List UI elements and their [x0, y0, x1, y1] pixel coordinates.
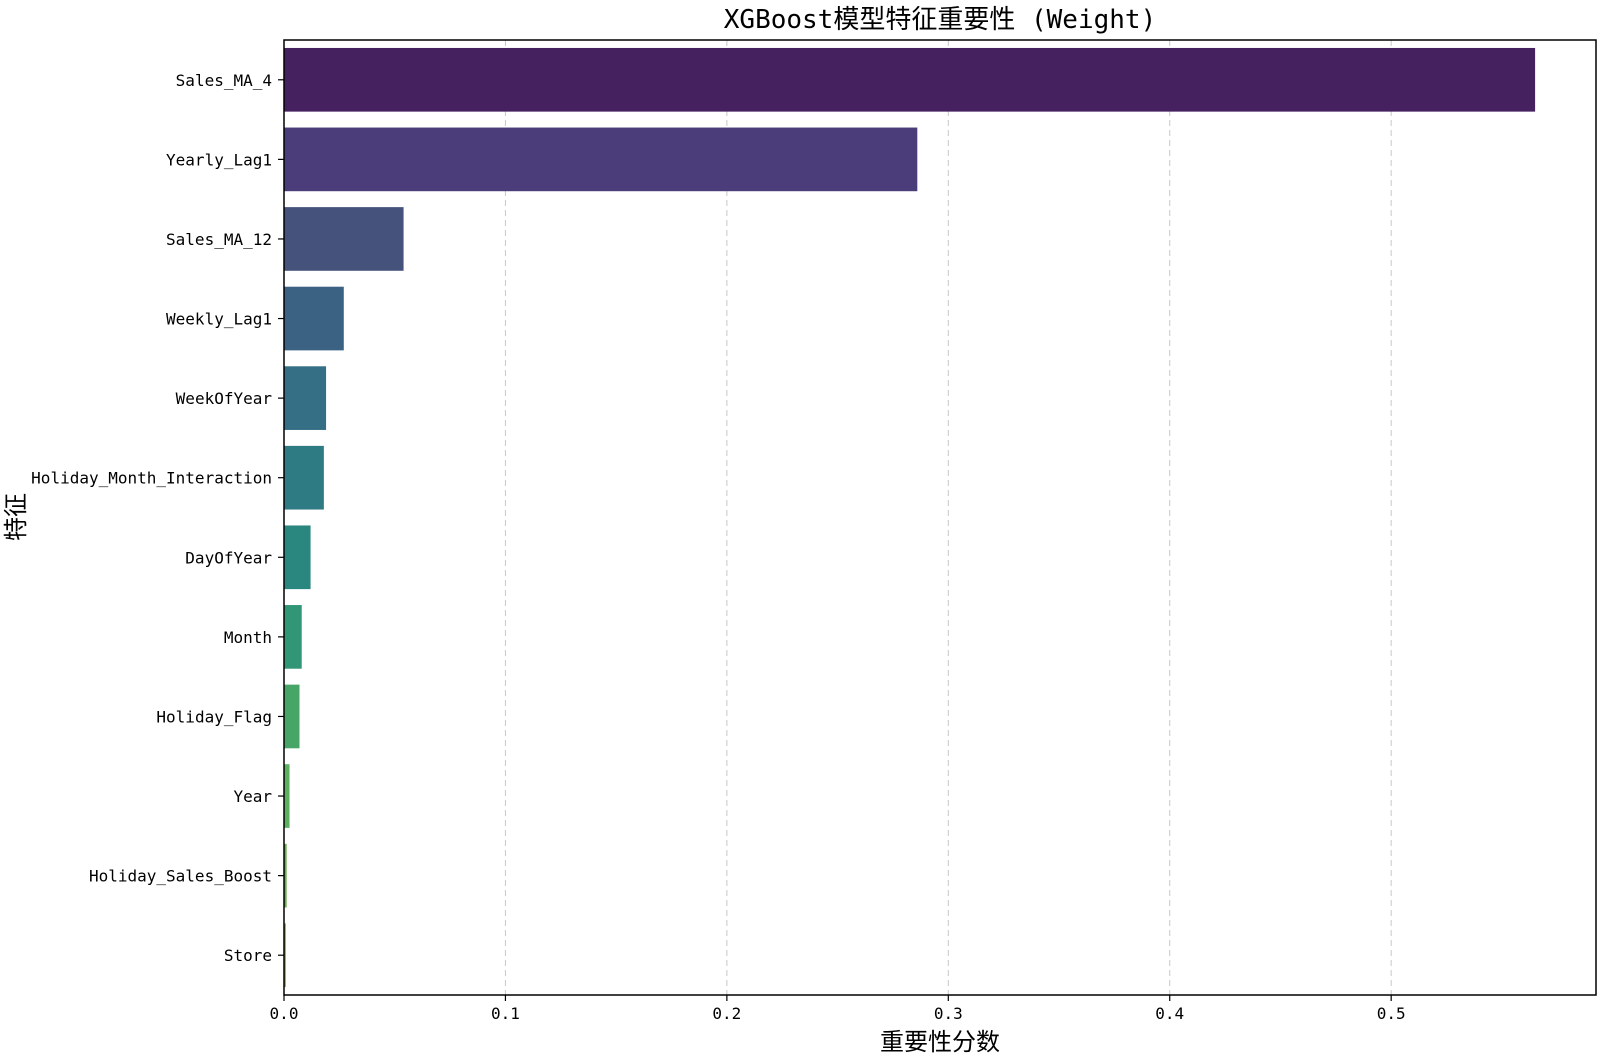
x-tick-label: 0.5	[1377, 1004, 1406, 1023]
bar-holiday-sales-boost	[284, 843, 287, 908]
x-axis-label: 重要性分数	[880, 1028, 1000, 1056]
y-tick-label: DayOfYear	[185, 548, 272, 567]
bar-dayofyear	[284, 525, 311, 590]
plot-frame	[283, 39, 1597, 996]
y-tick-label: Store	[224, 946, 272, 965]
y-tick-label: WeekOfYear	[176, 389, 273, 408]
x-tick-label: 0.1	[491, 1004, 520, 1023]
bar-holiday-month-interaction	[284, 445, 324, 510]
bar-holiday-flag	[284, 684, 300, 749]
bar-year	[284, 764, 290, 828]
y-axis-label: 特征	[2, 493, 30, 541]
bar-yearly-lag1	[284, 127, 918, 192]
y-tick-label: Month	[224, 628, 272, 647]
y-tick-label: Sales_MA_12	[166, 230, 272, 249]
y-tick-label: Holiday_Flag	[156, 707, 272, 726]
bar-month	[284, 605, 302, 669]
y-tick-label: Year	[233, 787, 272, 806]
y-tick-label: Yearly_Lag1	[166, 150, 272, 169]
grid-lines	[504, 40, 1392, 995]
y-tick-label: Holiday_Month_Interaction	[31, 469, 272, 488]
bars	[284, 47, 1536, 988]
y-tick-label: Weekly_Lag1	[166, 310, 272, 329]
bar-weekly-lag1	[284, 286, 344, 351]
bar-weekofyear	[284, 366, 327, 430]
chart-title: XGBoost模型特征重要性 (Weight)	[724, 5, 1156, 35]
x-tick-label: 0.2	[712, 1004, 741, 1023]
x-tick-label: 0.4	[1155, 1004, 1184, 1023]
y-axis-ticks: Sales_MA_4 Yearly_Lag1 Sales_MA_12 Weekly_L…	[31, 71, 284, 965]
bar-store	[284, 923, 286, 988]
x-axis-ticks: 0.0 0.1 0.2 0.3 0.4 0.5	[270, 995, 1406, 1023]
x-tick-label: 0.0	[270, 1004, 299, 1023]
bar-sales-ma-4	[284, 47, 1536, 112]
bar-sales-ma-12	[284, 207, 404, 271]
y-tick-label: Holiday_Sales_Boost	[89, 867, 272, 886]
y-tick-label: Sales_MA_4	[176, 71, 272, 90]
x-tick-label: 0.3	[934, 1004, 963, 1023]
